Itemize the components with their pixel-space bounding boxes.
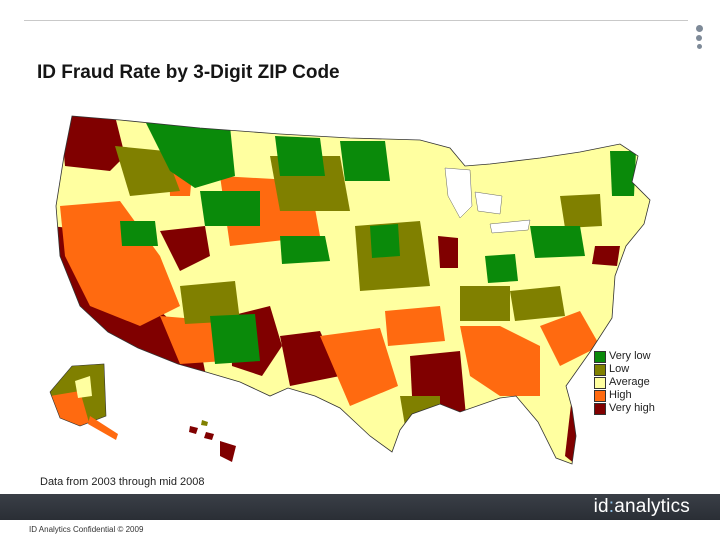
legend-swatch	[594, 389, 606, 402]
legend-item: Very high	[594, 402, 655, 415]
top-rule	[24, 20, 688, 21]
decorative-dots	[694, 25, 704, 52]
legend-item: Low	[594, 363, 655, 376]
legend-label: Very high	[609, 402, 655, 414]
legend-swatch	[594, 363, 606, 376]
legend-swatch	[594, 402, 606, 415]
legend-label: High	[609, 389, 632, 401]
footer-bar: id:analytics	[0, 494, 720, 520]
source-note: Data from 2003 through mid 2008	[40, 476, 205, 488]
map-title: ID Fraud Rate by 3-Digit ZIP Code	[37, 62, 340, 83]
legend-label: Very low	[609, 350, 651, 362]
legend-label: Low	[609, 363, 630, 375]
legend-item: High	[594, 389, 655, 402]
brand-logo-separator: :	[608, 496, 615, 517]
us-fraud-map	[49, 115, 651, 465]
brand-logo: id:analytics	[594, 496, 690, 518]
legend-item: Very low	[594, 350, 655, 363]
legend-label: Average	[609, 376, 650, 388]
legend-item: Average	[594, 376, 655, 389]
brand-logo-text-post: analytics	[614, 496, 690, 517]
legend-swatch	[594, 350, 606, 363]
legend-swatch	[594, 376, 606, 389]
brand-logo-text-pre: id	[593, 496, 609, 517]
confidential-note: ID Analytics Confidential © 2009	[29, 525, 144, 534]
map-legend: Very low Low Average High Very high	[594, 350, 655, 415]
